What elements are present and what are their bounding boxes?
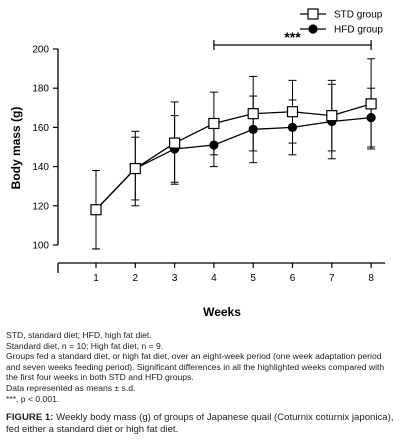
note-groups: Groups fed a standard diet, or high fat … <box>6 351 385 383</box>
x-axis-label: Weeks <box>203 305 241 319</box>
y-axis-label: Body mass (g) <box>9 107 23 190</box>
legend-label: HFD group <box>334 25 383 36</box>
data-point-square <box>307 8 319 20</box>
data-point-square <box>365 98 377 110</box>
figure-label: FIGURE 1: <box>6 412 54 423</box>
series-line <box>95 103 372 211</box>
data-point-square <box>169 137 181 149</box>
data-point-circle <box>366 113 376 123</box>
note-significance: ***, p < 0.001. <box>6 393 60 404</box>
x-tick-label: 1 <box>93 273 99 284</box>
x-tick-label: 8 <box>368 273 374 284</box>
note-data-representation: Data represented as means ± s.d. <box>6 382 136 393</box>
x-tick-label: 3 <box>172 273 178 284</box>
note-sample-size: Standard diet, n = 10; High fat diet, n … <box>6 340 164 351</box>
significance-stars: *** <box>284 29 301 45</box>
chart-legend: STD group HFD group <box>300 8 383 36</box>
chart-axes <box>57 49 386 273</box>
data-point-square <box>326 110 338 122</box>
x-tick-label: 7 <box>329 273 335 284</box>
legend-entry: STD group <box>300 8 383 21</box>
chart-ticks: 100 120 140 160 180 200 1 2 3 4 5 6 7 8 <box>32 45 374 285</box>
note-abbreviations: STD, standard diet; HFD, high fat diet. <box>6 330 152 340</box>
y-tick-label: 120 <box>32 201 49 212</box>
data-point-square <box>90 204 102 216</box>
y-tick-label: 160 <box>32 123 49 134</box>
x-tick-label: 2 <box>133 273 139 284</box>
figure-caption: FIGURE 1: Weekly body mass (g) of groups… <box>6 412 398 436</box>
data-point-circle <box>287 122 298 132</box>
data-point-square <box>129 162 141 175</box>
legend-label: STD group <box>334 10 383 21</box>
y-tick-label: 180 <box>32 84 49 95</box>
figure-notes: STD, standard diet; HFD, high fat diet. … <box>6 330 398 404</box>
body-mass-chart: 100 120 140 160 180 200 1 2 3 4 5 6 7 8 *** STD group… <box>9 8 386 319</box>
y-tick-label: 200 <box>32 45 49 56</box>
figure-caption-text: Weekly body mass (g) of groups of Japane… <box>6 412 394 435</box>
data-point-circle <box>308 24 318 34</box>
data-point-square <box>286 106 299 118</box>
y-tick-label: 100 <box>32 241 49 252</box>
x-tick-label: 4 <box>211 273 217 284</box>
chart-series <box>90 58 377 250</box>
legend-entry: HFD group <box>300 24 383 36</box>
x-tick-label: 6 <box>290 273 296 284</box>
data-point-square <box>247 108 259 120</box>
data-point-circle <box>209 140 219 150</box>
data-point-square <box>208 117 220 130</box>
significance-annotation: *** <box>213 29 372 50</box>
data-point-circle <box>248 124 258 134</box>
y-tick-label: 140 <box>32 162 49 173</box>
series-line <box>95 116 372 211</box>
x-tick-label: 5 <box>250 273 256 284</box>
